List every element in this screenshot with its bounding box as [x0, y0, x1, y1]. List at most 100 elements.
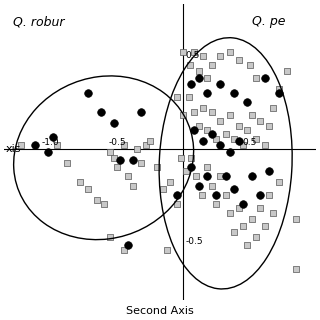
Point — [191, 127, 196, 132]
Point — [154, 164, 159, 170]
Point — [236, 205, 242, 210]
Point — [188, 81, 194, 86]
Point — [201, 105, 206, 110]
Point — [134, 146, 139, 151]
Point — [214, 202, 219, 207]
Point — [244, 242, 249, 247]
Point — [210, 183, 215, 188]
Point — [174, 202, 179, 207]
Point — [148, 139, 153, 144]
Point — [218, 118, 223, 123]
Point — [130, 157, 135, 162]
Point — [258, 118, 263, 123]
Point — [174, 94, 179, 99]
Point — [204, 164, 210, 170]
Point — [32, 142, 37, 148]
Text: -1.0: -1.0 — [42, 138, 60, 147]
Point — [204, 76, 210, 81]
Point — [267, 168, 272, 173]
Point — [276, 91, 281, 96]
Point — [125, 242, 130, 247]
Text: Q. robur: Q. robur — [13, 15, 65, 28]
Point — [99, 109, 104, 114]
Point — [253, 235, 259, 240]
Point — [121, 142, 126, 148]
Point — [138, 109, 143, 114]
Point — [218, 81, 223, 86]
Point — [236, 57, 242, 62]
Point — [214, 137, 219, 142]
Point — [210, 109, 215, 114]
Point — [94, 198, 100, 203]
Point — [227, 150, 232, 155]
Point — [258, 205, 263, 210]
Point — [263, 76, 268, 81]
Point — [117, 157, 122, 162]
Point — [271, 211, 276, 216]
Point — [204, 91, 210, 96]
Point — [244, 127, 249, 132]
Point — [227, 113, 232, 118]
Point — [284, 68, 289, 73]
Text: 0.5: 0.5 — [242, 138, 257, 147]
Point — [244, 100, 249, 105]
Point — [293, 216, 299, 221]
Point — [276, 179, 281, 184]
Point — [55, 142, 60, 148]
Point — [194, 174, 199, 179]
Point — [227, 50, 232, 55]
Point — [77, 179, 82, 184]
Point — [183, 168, 188, 173]
Point — [267, 124, 272, 129]
Point — [223, 192, 228, 197]
Point — [130, 183, 135, 188]
Point — [138, 161, 143, 166]
Point — [199, 192, 204, 197]
Point — [125, 174, 130, 179]
Point — [204, 127, 210, 132]
Point — [196, 76, 202, 81]
Point — [181, 50, 186, 55]
Point — [174, 192, 179, 197]
Point — [187, 63, 192, 68]
Point — [253, 137, 259, 142]
Point — [188, 155, 194, 160]
Point — [196, 68, 202, 73]
Point — [247, 63, 252, 68]
Point — [276, 87, 281, 92]
Point — [108, 235, 113, 240]
Point — [196, 124, 202, 129]
Point — [101, 202, 106, 207]
Point — [214, 192, 219, 197]
Point — [51, 135, 56, 140]
Text: 0.5: 0.5 — [186, 52, 200, 60]
Point — [250, 113, 255, 118]
Point — [227, 211, 232, 216]
Point — [263, 224, 268, 229]
Point — [121, 248, 126, 253]
Point — [112, 155, 117, 160]
Point — [167, 179, 172, 184]
Text: Q. pe: Q. pe — [252, 15, 286, 28]
Point — [223, 174, 228, 179]
Point — [210, 131, 215, 136]
Point — [181, 113, 186, 118]
Point — [236, 139, 242, 144]
Point — [178, 155, 183, 160]
Point — [250, 174, 255, 179]
Point — [204, 174, 210, 179]
Point — [19, 142, 24, 148]
Point — [218, 174, 223, 179]
Point — [114, 164, 119, 170]
Point — [201, 139, 206, 144]
Point — [263, 142, 268, 148]
Point — [250, 216, 255, 221]
Point — [210, 63, 215, 68]
Point — [186, 94, 191, 99]
Point — [240, 224, 245, 229]
Point — [165, 248, 170, 253]
Point — [191, 50, 196, 55]
Point — [240, 142, 245, 148]
Point — [236, 124, 242, 129]
Point — [112, 120, 117, 125]
